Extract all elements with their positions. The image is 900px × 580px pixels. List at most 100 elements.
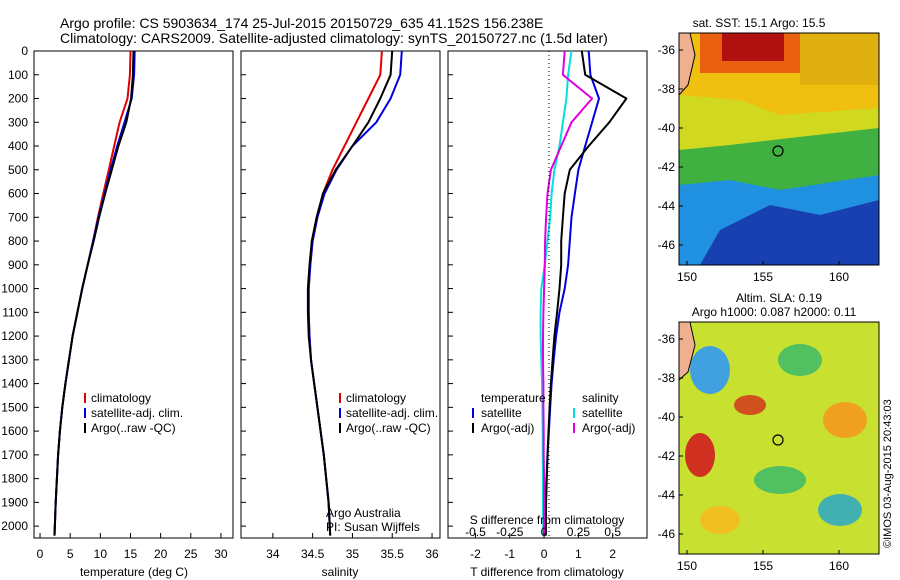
difference-curves [539, 50, 628, 536]
sla-low-2 [818, 494, 862, 526]
series-line-2 [544, 50, 628, 536]
depth-tick-label: 1700 [1, 448, 28, 462]
legend-argo: Argo(..raw -QC) [346, 421, 431, 435]
s-x-tick-label: 0.5 [604, 525, 621, 539]
x-tick-label: 36 [425, 547, 439, 561]
x-tick-label: 35 [346, 547, 360, 561]
map-y-tick-label: -40 [658, 121, 676, 135]
legend-s-heading: salinity [582, 391, 619, 405]
temperature-curves [53, 50, 136, 536]
sst-argo-marker [772, 145, 784, 157]
legend-argo: Argo(..raw -QC) [91, 421, 176, 435]
depth-tick-label: 400 [8, 139, 28, 153]
depth-tick-label: 2000 [1, 519, 28, 533]
series-line-3 [539, 50, 573, 536]
sla-high-3 [823, 402, 867, 438]
s-x-tick-label: -0.25 [496, 525, 524, 539]
map-x-tick-label: 155 [753, 559, 773, 573]
x-tick-label: 1 [575, 547, 582, 561]
depth-axis: 0 100 200 300 400 500 600 700 800 900 1000 1100 1200… [1, 44, 453, 533]
x-axis-ticks: 0 5 10 15 20 25 30 34 34.5 35 35.5 36 -2 -1 0 1 2 -0.5 -0.… [37, 525, 622, 561]
salinity-xlabel: salinity [322, 565, 359, 579]
sst-ne-region [800, 33, 879, 85]
x-tick-label: 34.5 [301, 547, 325, 561]
map-y-tick-label: -46 [658, 527, 676, 541]
s-x-tick-label: -0.5 [465, 525, 486, 539]
x-tick-label: 0 [541, 547, 548, 561]
x-tick-label: 30 [214, 547, 228, 561]
depth-tick-label: 1400 [1, 377, 28, 391]
sla-high-4 [700, 506, 740, 534]
temperature-xlabel: temperature (deg C) [80, 565, 188, 579]
owner-line-2: PI: Susan Wijffels [326, 520, 420, 534]
sla-map-title-1: Altim. SLA: 0.19 [736, 291, 822, 305]
series-line-3 [53, 50, 135, 536]
map-y-tick-label: -38 [658, 371, 676, 385]
map-y-tick-label: -44 [658, 488, 676, 502]
depth-tick-label: 1500 [1, 400, 28, 414]
temperature-legend: climatology satellite-adj. clim. Argo(..… [84, 391, 183, 435]
sst-map [678, 32, 880, 266]
legend-t-heading: temperature [481, 391, 546, 405]
temperature-panel [33, 50, 234, 539]
map-y-tick-label: -40 [658, 410, 676, 424]
header-line-1: Argo profile: CS 5903634_174 25-Jul-2015… [60, 15, 543, 31]
x-tick-label: 15 [124, 547, 138, 561]
x-tick-label: -2 [470, 547, 481, 561]
depth-tick-label: 500 [8, 163, 28, 177]
difference-xlabel: T difference from climatology [470, 565, 624, 579]
map-x-tick-label: 155 [753, 270, 773, 284]
legend-climatology: climatology [91, 391, 151, 405]
map-y-tick-label: -42 [658, 449, 676, 463]
salinity-curves [306, 50, 403, 536]
x-tick-label: 5 [67, 547, 74, 561]
sst-yellow-green-band [679, 95, 879, 160]
map-x-tick-label: 160 [829, 270, 849, 284]
map-y-tick-label: -38 [658, 82, 676, 96]
map-y-tick-label: -44 [658, 199, 676, 213]
sst-map-title: sat. SST: 15.1 Argo: 15.5 [693, 16, 826, 30]
x-tick-label: 2 [609, 547, 616, 561]
salinity-panel [240, 50, 441, 539]
x-tick-label: 10 [94, 547, 108, 561]
map-y-tick-label: -46 [658, 238, 676, 252]
legend-s-argo: Argo(-adj) [582, 421, 635, 435]
map-y-tick-label: -42 [658, 160, 676, 174]
sla-argo-marker [772, 434, 784, 446]
sst-map-frame [678, 32, 880, 266]
owner-line-1: Argo Australia [326, 506, 401, 520]
legend-t-argo: Argo(-adj) [481, 421, 534, 435]
legend-climatology: climatology [346, 391, 406, 405]
x-tick-label: 25 [184, 547, 198, 561]
credit-stamp: ©IMOS 03-Aug-2015 20:43:03 [882, 399, 894, 548]
sla-high-2 [734, 395, 766, 415]
salinity-legend: climatology satellite-adj. clim. Argo(..… [339, 391, 438, 435]
x-tick-label: 34 [266, 547, 280, 561]
map-x-tick-label: 160 [829, 559, 849, 573]
depth-tick-label: 900 [8, 258, 28, 272]
s-x-tick-label: 0.25 [567, 525, 591, 539]
depth-tick-label: 800 [8, 234, 28, 248]
x-tick-label: 0 [37, 547, 44, 561]
sla-map-title-2: Argo h1000: 0.087 h2000: 0.11 [692, 305, 857, 319]
sst-hot-core [722, 33, 784, 61]
map-x-tick-label: 150 [677, 270, 697, 284]
x-tick-label: -1 [504, 547, 515, 561]
x-tick-label: 20 [154, 547, 168, 561]
series-line-4 [542, 50, 594, 536]
depth-tick-label: 700 [8, 210, 28, 224]
series-line-3 [306, 50, 394, 536]
depth-tick-label: 1600 [1, 424, 28, 438]
header-line-2: Climatology: CARS2009. Satellite-adjuste… [60, 30, 608, 46]
s-difference-label: S difference from climatology [470, 513, 625, 527]
legend-s-satellite: satellite [582, 406, 623, 420]
depth-tick-label: 300 [8, 115, 28, 129]
sst-map-axis: 150 155 160 -36 -38 -40 -42 -44 -46 [658, 43, 850, 284]
depth-tick-label: 0 [21, 44, 28, 58]
difference-legend: temperature salinity satellite Argo(-adj… [472, 391, 635, 435]
map-x-tick-label: 150 [677, 559, 697, 573]
depth-tick-label: 600 [8, 187, 28, 201]
depth-tick-label: 1800 [1, 472, 28, 486]
depth-tick-label: 1100 [2, 305, 28, 319]
